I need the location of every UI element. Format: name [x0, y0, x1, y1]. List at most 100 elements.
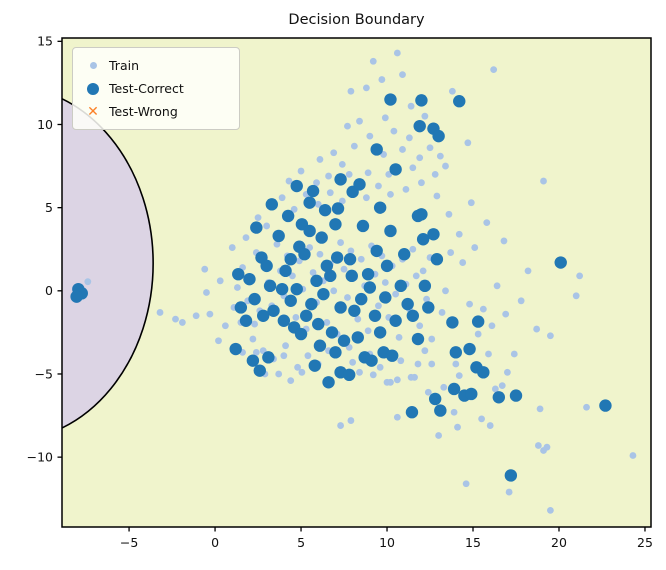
train-point — [474, 330, 482, 338]
train-point — [448, 87, 456, 95]
train-point — [252, 348, 260, 356]
test-correct-point — [331, 202, 345, 215]
train-point — [572, 292, 580, 300]
train-point — [533, 325, 541, 333]
test-correct-point — [428, 392, 442, 406]
train-point — [445, 210, 453, 218]
test-correct-point — [320, 259, 334, 273]
test-correct-point — [348, 304, 361, 317]
train-point — [428, 335, 436, 343]
train-point — [454, 423, 461, 431]
train-point — [178, 319, 186, 326]
train-point — [397, 357, 405, 365]
test-correct-point — [422, 301, 435, 314]
test-correct-point — [246, 354, 260, 367]
train-point — [362, 194, 370, 202]
train-point — [436, 152, 444, 160]
train-point — [316, 250, 324, 258]
test-correct-point — [370, 143, 383, 156]
test-correct-point — [330, 251, 344, 264]
plot-border — [61, 37, 652, 528]
train-point — [438, 309, 446, 316]
train-point — [298, 368, 306, 376]
train-point — [418, 179, 425, 187]
test-correct-point — [284, 253, 297, 266]
test-correct-point — [229, 342, 242, 356]
train-point — [464, 139, 472, 147]
test-correct-point — [363, 281, 377, 294]
train-point — [452, 360, 460, 368]
test-correct-point — [401, 297, 414, 311]
test-correct-point — [303, 196, 316, 209]
test-correct-point — [290, 179, 303, 193]
train-point — [330, 149, 338, 157]
train-point — [287, 377, 295, 385]
train-point — [356, 368, 363, 376]
train-point — [416, 154, 424, 162]
train-point — [393, 376, 401, 384]
test-correct-point — [298, 248, 311, 261]
train-point — [510, 350, 518, 358]
train-point — [375, 182, 382, 190]
test-correct-point — [351, 331, 364, 344]
test-correct-point — [243, 272, 256, 286]
test-correct-point — [370, 244, 383, 258]
test-correct-point — [599, 399, 612, 412]
train-point — [502, 310, 510, 318]
train-point — [337, 239, 344, 246]
test-correct-point — [554, 256, 567, 269]
test-correct-point — [411, 332, 425, 346]
test-correct-point — [267, 304, 280, 317]
legend-item-test-correct: Test-Correct — [77, 77, 233, 100]
y-tick-label: 5 — [45, 200, 53, 215]
train-point — [383, 378, 391, 386]
test-correct-point — [306, 184, 320, 198]
train-point — [344, 122, 351, 130]
test-correct-point — [384, 224, 397, 238]
train-point — [399, 146, 406, 153]
x-tick-label: −5 — [120, 535, 138, 550]
test-correct-point — [248, 292, 261, 306]
test-correct-point — [406, 309, 420, 322]
test-correct-point — [353, 178, 366, 191]
x-tick-label: 15 — [465, 535, 481, 550]
test-correct-point — [260, 259, 273, 273]
x-tick-label: 10 — [379, 535, 395, 550]
test-correct-point — [263, 279, 277, 293]
train-point — [228, 244, 236, 251]
legend-item-train: Train — [77, 54, 233, 77]
train-point — [263, 222, 271, 230]
test-correct-point — [355, 292, 368, 306]
train-point — [323, 319, 331, 326]
train-point — [491, 385, 499, 393]
train-point — [345, 170, 353, 178]
train-point — [347, 87, 355, 95]
test-correct-point — [368, 309, 382, 322]
test-correct-point — [430, 253, 444, 266]
train-point — [390, 127, 398, 135]
train-point — [192, 312, 200, 320]
test-correct-point — [465, 387, 478, 401]
train-point — [405, 134, 413, 142]
train-point — [504, 368, 511, 376]
test-correct-point — [398, 248, 411, 261]
chart-title: Decision Boundary — [288, 12, 425, 28]
legend-label-test-correct: Test-Correct — [109, 81, 184, 96]
train-point — [392, 290, 400, 298]
test-correct-point — [394, 279, 407, 293]
train-point — [423, 295, 430, 303]
test-correct-point — [446, 316, 459, 329]
train-point — [500, 237, 508, 245]
test-correct-point — [324, 269, 337, 283]
test-correct-point — [313, 339, 327, 352]
train-point — [440, 383, 448, 391]
train-point — [290, 205, 298, 213]
test-correct-point — [415, 94, 428, 107]
train-point — [251, 320, 259, 328]
train-point — [576, 272, 584, 280]
train-point — [450, 408, 458, 416]
train-point — [493, 282, 501, 290]
train-point — [455, 230, 463, 238]
train-point — [505, 488, 513, 496]
test-correct-point — [384, 93, 397, 106]
